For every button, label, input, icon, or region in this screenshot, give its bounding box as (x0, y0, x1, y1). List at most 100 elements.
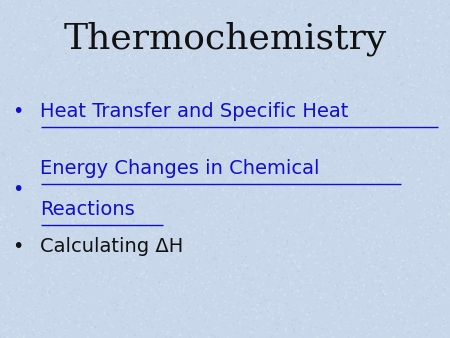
Point (413, 24, 420, 29)
Point (129, 151, 136, 156)
Point (435, 243, 442, 248)
Point (23, 10, 30, 15)
Point (83, 36, 90, 42)
Point (429, 263, 436, 268)
Point (277, 95, 284, 100)
Point (207, 245, 214, 250)
Point (285, 23, 292, 28)
Point (222, 120, 230, 125)
Point (280, 140, 287, 145)
Point (76, 187, 83, 192)
Point (107, 0, 114, 5)
Point (203, 304, 211, 310)
Point (75, 221, 82, 226)
Point (103, 41, 110, 47)
Point (103, 280, 110, 285)
Point (170, 132, 177, 137)
Point (63, 58, 70, 63)
Point (328, 266, 336, 271)
Point (348, 224, 356, 229)
Point (293, 126, 300, 131)
Point (398, 280, 405, 285)
Point (314, 49, 321, 54)
Point (165, 40, 172, 45)
Point (212, 256, 219, 261)
Point (422, 308, 429, 313)
Point (318, 320, 325, 325)
Point (38, 9, 45, 15)
Point (135, 72, 143, 77)
Point (313, 105, 320, 110)
Point (100, 194, 108, 200)
Point (59, 1, 67, 6)
Point (130, 290, 137, 296)
Point (188, 28, 195, 33)
Point (0, 233, 5, 239)
Point (200, 220, 207, 226)
Point (198, 73, 205, 78)
Point (25, 124, 32, 130)
Point (36, 119, 44, 125)
Point (269, 96, 276, 102)
Point (328, 264, 335, 270)
Point (297, 172, 305, 177)
Point (71, 70, 78, 75)
Point (364, 165, 371, 170)
Point (104, 65, 111, 71)
Point (402, 5, 410, 11)
Point (231, 207, 239, 212)
Point (53, 88, 60, 93)
Point (281, 220, 288, 226)
Point (231, 281, 238, 286)
Point (194, 110, 201, 116)
Point (180, 173, 187, 179)
Point (141, 129, 148, 134)
Point (383, 229, 391, 235)
Point (381, 59, 388, 64)
Point (163, 14, 171, 20)
Point (121, 106, 128, 112)
Point (252, 228, 259, 234)
Point (186, 98, 194, 103)
Point (249, 190, 256, 195)
Point (66, 15, 73, 20)
Point (150, 170, 158, 176)
Point (310, 87, 318, 93)
Point (378, 282, 385, 288)
Point (410, 3, 418, 9)
Point (346, 13, 354, 19)
Point (174, 13, 181, 18)
Point (202, 232, 209, 237)
Point (139, 259, 146, 264)
Point (45, 90, 52, 95)
Point (279, 125, 286, 130)
Point (89, 245, 96, 250)
Point (21, 56, 28, 62)
Point (288, 76, 296, 81)
Point (107, 127, 114, 132)
Point (392, 104, 400, 110)
Point (60, 53, 68, 58)
Point (395, 15, 402, 21)
Point (102, 112, 109, 117)
Point (406, 330, 414, 335)
Point (110, 11, 117, 16)
Point (79, 110, 86, 116)
Point (84, 76, 91, 82)
Point (218, 220, 225, 225)
Point (239, 36, 247, 41)
Point (412, 240, 419, 245)
Point (174, 256, 181, 261)
Point (315, 61, 322, 66)
Point (424, 194, 431, 199)
Point (337, 15, 344, 20)
Point (225, 76, 233, 81)
Point (252, 132, 260, 138)
Point (129, 212, 136, 217)
Point (346, 254, 353, 260)
Point (131, 333, 138, 338)
Point (320, 194, 327, 199)
Point (31, 37, 38, 43)
Point (411, 331, 418, 336)
Point (82, 90, 89, 95)
